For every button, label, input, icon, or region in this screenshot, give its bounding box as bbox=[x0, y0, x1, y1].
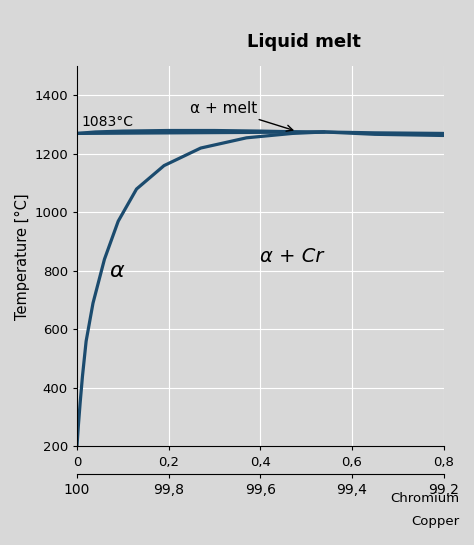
Text: α: α bbox=[109, 261, 124, 281]
Y-axis label: Temperature [°C]: Temperature [°C] bbox=[15, 193, 30, 319]
Text: Liquid melt: Liquid melt bbox=[247, 33, 361, 51]
Text: 1083°C: 1083°C bbox=[82, 115, 134, 129]
Text: α + melt: α + melt bbox=[190, 101, 293, 131]
Text: Chromium: Chromium bbox=[391, 492, 460, 505]
Text: Copper: Copper bbox=[411, 515, 460, 528]
Text: α + Cr: α + Cr bbox=[260, 247, 324, 266]
